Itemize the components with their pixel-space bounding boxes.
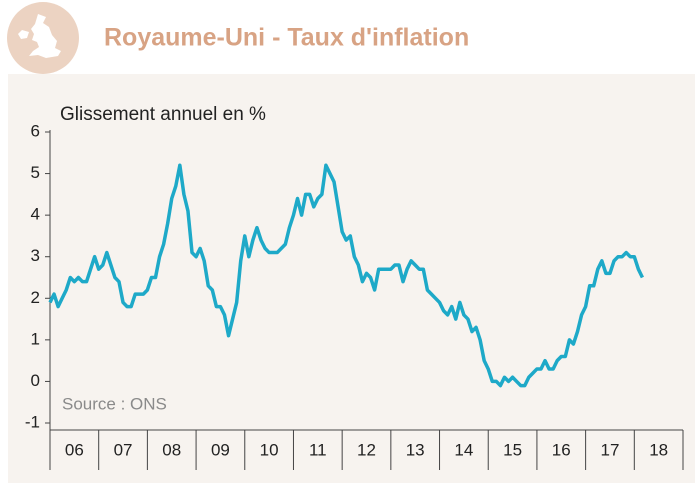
y-tick-label: 5 [31,163,40,182]
x-tick-label: 18 [649,440,668,459]
source: Source : ONS [62,394,167,413]
y-tick-label: 1 [31,329,40,348]
x-tick-label: 17 [601,440,620,459]
y-tick-label: 3 [31,246,40,265]
x-tick-label: 08 [162,440,181,459]
x-tick-label: 10 [260,440,279,459]
x-tick-label: 06 [65,440,84,459]
x-tick-label: 15 [503,440,522,459]
x-tick-label: 14 [454,440,473,459]
inflation-line [48,163,644,388]
x-tick-label: 09 [211,440,230,459]
x-tick-label: 13 [406,440,425,459]
x-tick-label: 07 [114,440,133,459]
uk-map [18,14,61,58]
y-tick-label: 0 [31,371,40,390]
y-tick-label: 6 [31,121,40,140]
y-tick-label: -1 [25,412,40,431]
x-tick-label: 16 [552,440,571,459]
panel [8,74,695,483]
y-axis-label: Glissement annuel en % [60,104,266,125]
x-tick-label: 11 [309,440,327,459]
y-tick-label: 2 [31,288,40,307]
chart-title: Royaume-Uni - Taux d'inflation [104,24,469,52]
x-tick-label: 12 [357,440,376,459]
y-tick-label: 4 [31,205,40,224]
